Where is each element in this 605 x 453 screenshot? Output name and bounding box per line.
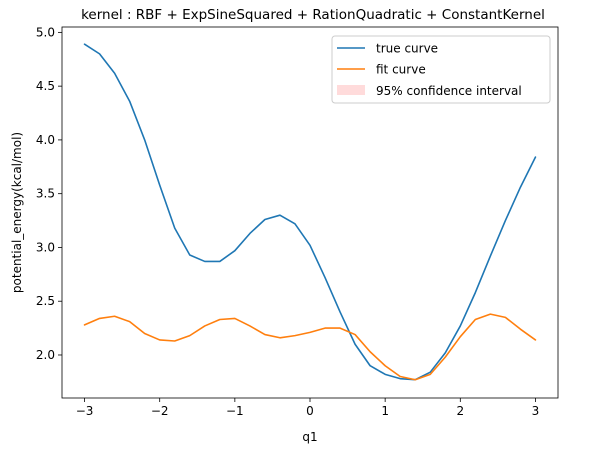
legend-label-true-curve: true curve xyxy=(376,42,438,56)
legend: true curve fit curve 95% confidence inte… xyxy=(331,35,551,104)
y-tick-label: 2.5 xyxy=(36,294,55,308)
series-line-true-curve xyxy=(83,43,537,381)
legend-label-confidence-interval: 95% confidence interval xyxy=(376,84,522,98)
series-line-fit-curve xyxy=(83,313,537,381)
x-axis-label: q1 xyxy=(302,430,317,444)
chart-title: kernel : RBF + ExpSineSquared + RationQu… xyxy=(81,7,545,23)
legend-label-fit-curve: fit curve xyxy=(376,63,426,77)
y-tick-label: 5.0 xyxy=(36,25,55,39)
x-tick-label: 3 xyxy=(532,404,540,418)
y-tick-label: 2.0 xyxy=(36,348,55,362)
x-tick-label: 1 xyxy=(381,404,389,418)
plot-area xyxy=(83,43,537,381)
series-layer xyxy=(83,43,537,381)
y-tick-label: 3.5 xyxy=(36,187,55,201)
y-tick-label: 4.5 xyxy=(36,79,55,93)
y-axis: 2.0 2.5 3.0 3.5 4.0 4.5 5.0 xyxy=(36,25,62,362)
legend-swatch-confidence-interval xyxy=(337,85,365,95)
legend-box xyxy=(331,35,551,104)
y-tick-label: 4.0 xyxy=(36,133,55,147)
y-axis-label: potential_energy(kcal/mol) xyxy=(10,132,24,293)
x-tick-label: 0 xyxy=(306,404,314,418)
y-tick-label: 3.0 xyxy=(36,240,55,254)
x-axis: −3 −2 −1 0 1 2 3 xyxy=(76,398,540,418)
x-tick-label: 2 xyxy=(456,404,464,418)
x-tick-label: −2 xyxy=(151,404,169,418)
x-tick-label: −1 xyxy=(226,404,244,418)
x-tick-label: −3 xyxy=(76,404,94,418)
